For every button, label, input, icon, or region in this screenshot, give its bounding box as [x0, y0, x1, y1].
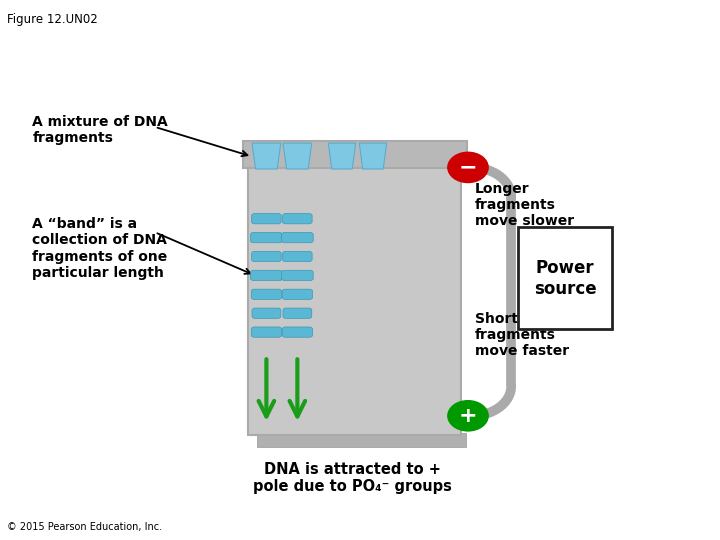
- FancyBboxPatch shape: [252, 213, 281, 224]
- FancyBboxPatch shape: [282, 289, 312, 299]
- Text: Figure 12.UN02: Figure 12.UN02: [7, 14, 98, 26]
- Text: +: +: [459, 406, 477, 426]
- FancyBboxPatch shape: [251, 232, 282, 242]
- FancyBboxPatch shape: [282, 327, 312, 337]
- Text: −: −: [459, 157, 477, 178]
- FancyBboxPatch shape: [251, 327, 282, 337]
- FancyBboxPatch shape: [252, 308, 281, 319]
- Polygon shape: [328, 143, 356, 169]
- Bar: [248, 167, 461, 435]
- Bar: [518, 227, 612, 329]
- FancyBboxPatch shape: [283, 308, 312, 319]
- Bar: [243, 141, 467, 168]
- FancyBboxPatch shape: [251, 289, 282, 299]
- Polygon shape: [283, 143, 312, 169]
- Polygon shape: [359, 143, 387, 169]
- FancyBboxPatch shape: [282, 232, 313, 242]
- Text: © 2015 Pearson Education, Inc.: © 2015 Pearson Education, Inc.: [7, 522, 162, 532]
- Text: Shorter
fragments
move faster: Shorter fragments move faster: [475, 312, 570, 358]
- FancyBboxPatch shape: [257, 433, 466, 447]
- FancyBboxPatch shape: [251, 270, 282, 281]
- Text: Longer
fragments
move slower: Longer fragments move slower: [475, 182, 575, 228]
- Polygon shape: [252, 143, 281, 169]
- Text: A mixture of DNA
fragments: A mixture of DNA fragments: [32, 114, 168, 145]
- FancyBboxPatch shape: [252, 251, 281, 261]
- Text: Power
source: Power source: [534, 259, 596, 298]
- Text: A “band” is a
collection of DNA
fragments of one
particular length: A “band” is a collection of DNA fragment…: [32, 217, 168, 280]
- FancyBboxPatch shape: [282, 213, 312, 224]
- Circle shape: [448, 152, 488, 183]
- Circle shape: [448, 401, 488, 431]
- Text: DNA is attracted to +
pole due to PO₄⁻ groups: DNA is attracted to + pole due to PO₄⁻ g…: [253, 462, 452, 494]
- FancyBboxPatch shape: [282, 270, 313, 281]
- FancyBboxPatch shape: [282, 251, 312, 261]
